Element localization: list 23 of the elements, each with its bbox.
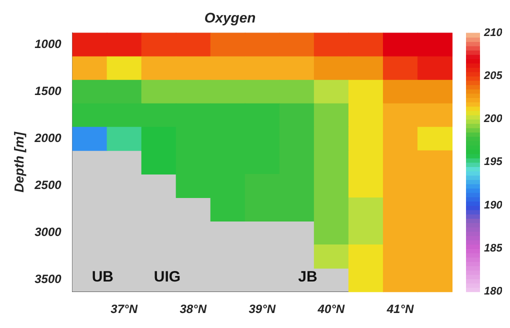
color-bar-label: 205 <box>483 70 504 82</box>
y-tick-label: 3000 <box>34 225 62 240</box>
color-bar-label: 190 <box>484 199 504 212</box>
y-tick-label: 1000 <box>34 36 62 51</box>
annotation: UIG <box>154 268 181 286</box>
color-bar-label: 210 <box>483 26 504 39</box>
y-tick-label: 2000 <box>34 130 62 145</box>
x-tick-label: 39°N <box>248 302 276 316</box>
chart-title: Oxygen <box>204 9 256 26</box>
y-tick-label: 3500 <box>34 272 62 286</box>
x-tick-label: 38°N <box>180 302 207 316</box>
color-bar-label: 200 <box>483 113 504 126</box>
color-bar-label: 180 <box>484 286 504 298</box>
x-tick-label: 40°N <box>316 302 345 316</box>
color-bar-label: 195 <box>484 156 504 168</box>
y-axis-title: Depth [m] <box>11 131 26 193</box>
y-tick-label: 2500 <box>34 178 62 192</box>
annotation: UB <box>92 268 114 286</box>
x-tick-label: 37°N <box>110 302 138 316</box>
x-tick-label: 41°N <box>386 302 414 316</box>
y-tick-label: 1500 <box>34 84 62 98</box>
color-bar-label: 185 <box>484 242 504 254</box>
annotation: JB <box>298 268 318 286</box>
